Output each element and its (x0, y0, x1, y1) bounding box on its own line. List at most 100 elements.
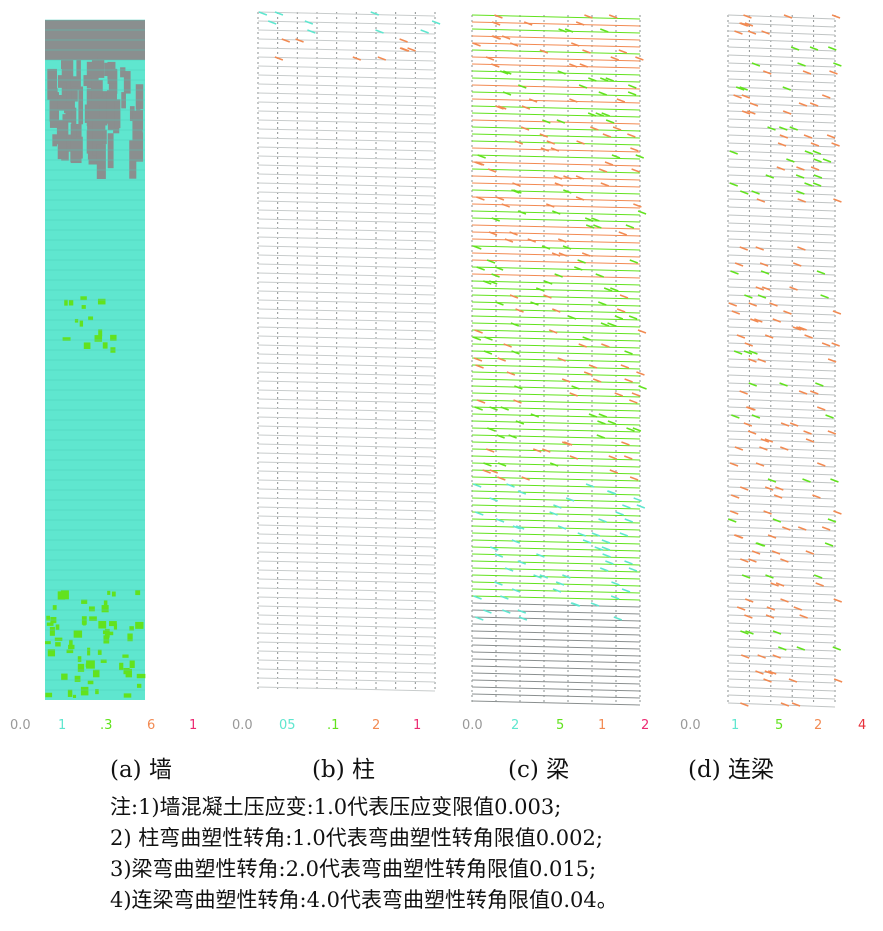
hinge-mark (733, 534, 743, 539)
floor-line (727, 214, 836, 220)
hinge-mark (629, 399, 638, 404)
hinge-mark (799, 614, 808, 619)
floor-line (727, 358, 836, 364)
hinge-mark (496, 434, 505, 439)
hinge-mark (569, 98, 578, 103)
floor-line (257, 29, 436, 35)
hinge-mark (476, 399, 486, 404)
floor-line (471, 357, 641, 363)
hinge-mark (624, 378, 633, 383)
floor-line (471, 686, 641, 692)
floor-line (471, 378, 641, 384)
hinge-mark (281, 38, 291, 43)
hinge-mark (730, 270, 739, 275)
floor-line (727, 646, 836, 652)
hinge-mark (549, 462, 559, 467)
wall-green-patch (72, 694, 77, 698)
hinge-mark (523, 21, 533, 26)
floor-line (727, 334, 836, 340)
floor-line (727, 518, 836, 524)
floor-line (471, 441, 641, 447)
wall-green-patch (68, 644, 75, 650)
hinge-mark (772, 518, 782, 523)
floor-line (257, 191, 436, 197)
wall-gray-patch (107, 133, 114, 169)
hinge-mark (747, 110, 756, 115)
caption-b: (b) 柱 (312, 757, 375, 783)
hinge-mark (472, 42, 481, 47)
floor-line (257, 200, 436, 206)
hinge-mark (491, 63, 500, 68)
hinge-mark (484, 336, 493, 341)
hinge-mark (563, 441, 573, 446)
wall-gray-patch (56, 94, 69, 111)
hinge-mark (502, 91, 512, 96)
hinge-mark (598, 518, 607, 523)
hinge-mark (407, 47, 416, 52)
hinge-mark (795, 174, 805, 179)
floor-line (471, 70, 641, 76)
hinge-mark (489, 546, 499, 551)
floor-line (471, 119, 641, 125)
hinge-mark (628, 567, 638, 572)
hinge-mark (577, 259, 586, 264)
floor-line (471, 14, 641, 20)
floor-line (471, 343, 641, 349)
floor-line (727, 230, 836, 236)
floor-line (257, 38, 436, 44)
floor-line (257, 407, 436, 413)
hinge-mark (575, 21, 585, 26)
hinge-mark (812, 494, 821, 499)
hinge-mark (740, 190, 749, 195)
wall-green-patch (74, 318, 79, 323)
hinge-mark (587, 112, 597, 117)
hinge-mark (274, 11, 284, 16)
hinge-mark (782, 110, 792, 115)
wall-green-patch (103, 600, 108, 606)
floor-line (257, 164, 436, 170)
floor-line (471, 224, 641, 230)
hinge-mark (624, 560, 633, 565)
hinge-mark (571, 42, 580, 47)
hinge-mark (494, 14, 503, 19)
hinge-mark (576, 140, 585, 145)
hinge-mark (728, 302, 738, 307)
floor-line (471, 133, 641, 139)
hinge-mark (585, 224, 595, 229)
wall-gray-patch (49, 88, 58, 128)
floor-line (257, 668, 436, 674)
wall-green-patch (62, 337, 71, 341)
hinge-mark (792, 262, 802, 267)
hinge-mark (629, 476, 639, 481)
hinge-mark (637, 210, 647, 215)
wall-green-patch (80, 686, 89, 696)
floor-line (471, 385, 641, 391)
hinge-mark (399, 47, 409, 52)
hinge-mark (551, 252, 561, 257)
wall-gray-patch (86, 61, 99, 89)
hinge-mark (767, 534, 777, 539)
hinge-mark (748, 302, 758, 307)
hinge-mark (489, 406, 498, 411)
floor-line (727, 414, 836, 420)
floor-line (727, 174, 836, 180)
floor-line (257, 245, 436, 251)
hinge-mark (636, 504, 646, 509)
hinge-mark (741, 574, 751, 579)
floor-line (257, 317, 436, 323)
floor-line (257, 443, 436, 449)
hinge-mark (511, 539, 521, 544)
floor-line (257, 209, 436, 215)
hinge-mark (779, 134, 789, 139)
floor-line (257, 614, 436, 620)
floor-line (471, 483, 641, 489)
floor-line (727, 246, 836, 252)
floor-line (471, 266, 641, 272)
hinge-mark (734, 446, 744, 451)
wall-green-patch (55, 642, 61, 647)
hinge-mark (622, 504, 631, 509)
floor-line (727, 526, 836, 532)
hinge-mark (616, 98, 626, 103)
hinge-mark (504, 238, 514, 243)
hinge-mark (495, 105, 504, 110)
